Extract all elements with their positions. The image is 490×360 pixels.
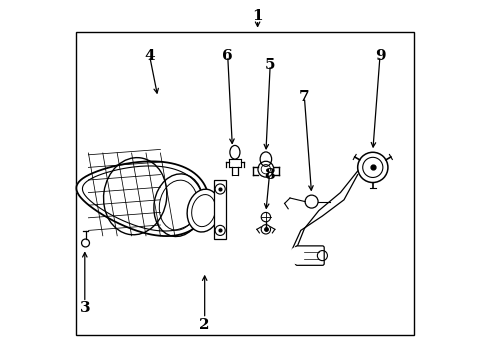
- Text: 9: 9: [375, 49, 385, 63]
- Text: 4: 4: [144, 49, 155, 63]
- Bar: [76, 32, 414, 335]
- Ellipse shape: [192, 194, 216, 227]
- Text: 7: 7: [299, 90, 310, 104]
- FancyBboxPatch shape: [295, 246, 324, 265]
- Bar: [215, 180, 226, 239]
- Text: 5: 5: [265, 58, 275, 72]
- Text: 6: 6: [222, 49, 233, 63]
- Ellipse shape: [260, 152, 271, 166]
- Polygon shape: [76, 161, 209, 236]
- Ellipse shape: [187, 189, 220, 232]
- Ellipse shape: [230, 145, 240, 159]
- Text: 1: 1: [252, 9, 263, 23]
- Text: 3: 3: [79, 301, 90, 315]
- Text: 2: 2: [199, 318, 210, 332]
- Circle shape: [289, 248, 305, 264]
- Text: 8: 8: [264, 168, 275, 181]
